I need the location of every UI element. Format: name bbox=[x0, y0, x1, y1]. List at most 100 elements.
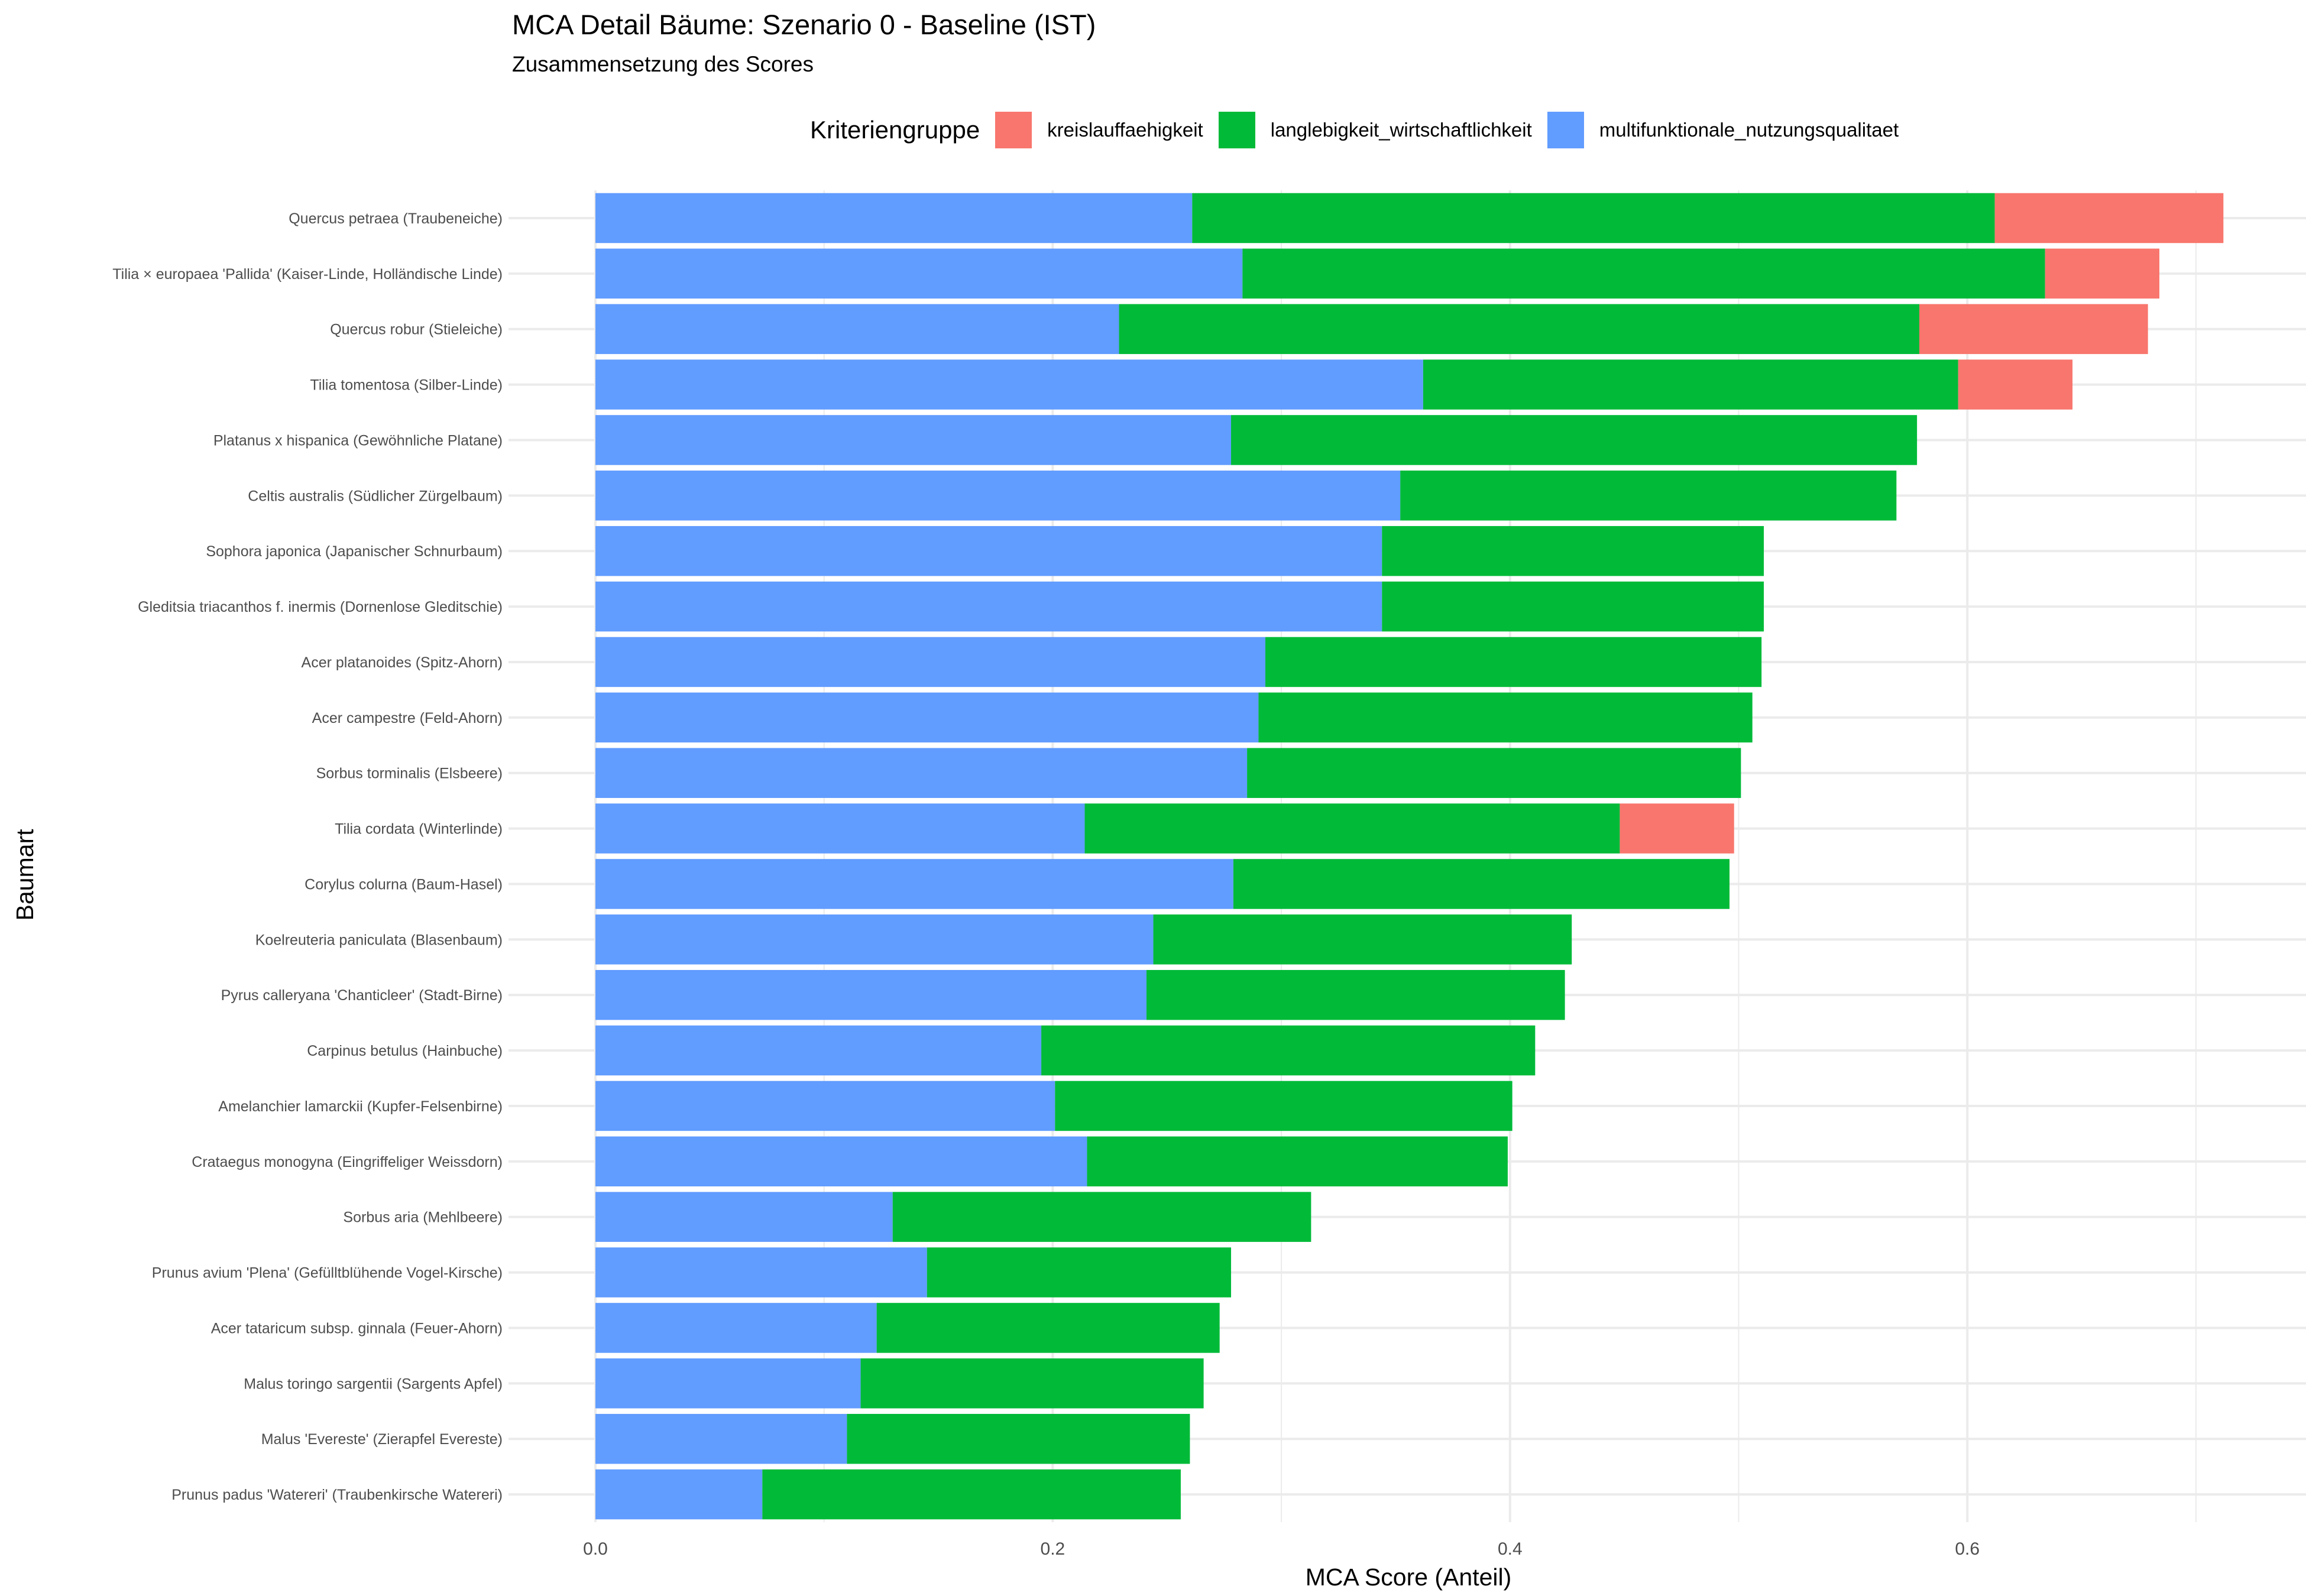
chart-subtitle: Zusammensetzung des Scores bbox=[512, 52, 814, 76]
bar-12-langlebigkeit_wirtschaftlichkeit bbox=[1233, 859, 1730, 909]
bar-20-langlebigkeit_wirtschaftlichkeit bbox=[876, 1303, 1220, 1353]
legend: Kriteriengruppe kreislauffaehigkeit lang… bbox=[810, 109, 1914, 151]
category-label-10: Sorbus torminalis (Elsbeere) bbox=[316, 765, 503, 782]
category-label-17: Crataegus monogyna (Eingriffeliger Weiss… bbox=[192, 1154, 503, 1170]
y-tick-labels: Quercus petraea (Traubeneiche) Tilia × eu… bbox=[112, 210, 503, 1503]
bar-13-multifunktionale_nutzungsqualitaet bbox=[595, 914, 1154, 965]
bar-17-langlebigkeit_wirtschaftlichkeit bbox=[1087, 1136, 1508, 1187]
category-label-21: Malus toringo sargentii (Sargents Apfel) bbox=[244, 1376, 503, 1392]
bar-15-multifunktionale_nutzungsqualitaet bbox=[595, 1025, 1042, 1076]
bar-23-multifunktionale_nutzungsqualitaet bbox=[595, 1469, 763, 1520]
category-label-8: Acer platanoides (Spitz-Ahorn) bbox=[302, 654, 503, 671]
category-label-1: Tilia × europaea 'Pallida' (Kaiser-Linde… bbox=[112, 266, 503, 283]
legend-item-kreislauffaehigkeit: kreislauffaehigkeit bbox=[995, 112, 1203, 148]
bar-19-multifunktionale_nutzungsqualitaet bbox=[595, 1247, 927, 1297]
bar-7-langlebigkeit_wirtschaftlichkeit bbox=[1382, 581, 1764, 632]
chart-title: MCA Detail Bäume: Szenario 0 - Baseline … bbox=[512, 9, 1096, 40]
legend-item-multifunktionale: multifunktionale_nutzungsqualitaet bbox=[1547, 112, 1899, 148]
category-label-5: Celtis australis (Südlicher Zürgelbaum) bbox=[248, 488, 503, 504]
bar-6-multifunktionale_nutzungsqualitaet bbox=[595, 525, 1382, 576]
category-label-7: Gleditsia triacanthos f. inermis (Dornen… bbox=[138, 599, 503, 615]
category-label-18: Sorbus aria (Mehlbeere) bbox=[343, 1209, 503, 1226]
category-label-9: Acer campestre (Feld-Ahorn) bbox=[312, 710, 503, 726]
bar-9-langlebigkeit_wirtschaftlichkeit bbox=[1258, 692, 1753, 743]
bar-14-multifunktionale_nutzungsqualitaet bbox=[595, 969, 1146, 1020]
x-tick-labels: 0.0 0.2 0.4 0.6 bbox=[583, 1539, 1980, 1559]
legend-title: Kriteriengruppe bbox=[810, 116, 980, 144]
legend-label-langlebigkeit: langlebigkeit_wirtschaftlichkeit bbox=[1270, 119, 1532, 141]
bar-10-multifunktionale_nutzungsqualitaet bbox=[595, 748, 1248, 798]
category-label-13: Koelreuteria paniculata (Blasenbaum) bbox=[255, 932, 503, 948]
category-label-16: Amelanchier lamarckii (Kupfer-Felsenbirn… bbox=[218, 1098, 503, 1115]
bar-1-langlebigkeit_wirtschaftlichkeit bbox=[1242, 248, 2045, 299]
legend-key-kreislauffaehigkeit bbox=[995, 112, 1032, 148]
bar-3-kreislauffaehigkeit bbox=[1958, 359, 2073, 410]
bar-15-langlebigkeit_wirtschaftlichkeit bbox=[1041, 1025, 1536, 1076]
bar-1-kreislauffaehigkeit bbox=[2045, 248, 2160, 299]
bar-2-kreislauffaehigkeit bbox=[1919, 304, 2148, 354]
category-label-2: Quercus robur (Stieleiche) bbox=[330, 322, 503, 338]
bar-16-langlebigkeit_wirtschaftlichkeit bbox=[1055, 1081, 1512, 1131]
bar-0-kreislauffaehigkeit bbox=[1994, 193, 2224, 244]
bar-10-langlebigkeit_wirtschaftlichkeit bbox=[1247, 748, 1741, 798]
bar-6-langlebigkeit_wirtschaftlichkeit bbox=[1382, 525, 1764, 576]
category-label-3: Tilia tomentosa (Silber-Linde) bbox=[310, 377, 503, 394]
bar-18-multifunktionale_nutzungsqualitaet bbox=[595, 1192, 893, 1242]
category-label-20: Acer tataricum subsp. ginnala (Feuer-Aho… bbox=[211, 1320, 503, 1337]
bar-12-multifunktionale_nutzungsqualitaet bbox=[595, 859, 1233, 909]
bar-5-langlebigkeit_wirtschaftlichkeit bbox=[1400, 471, 1897, 521]
bar-21-langlebigkeit_wirtschaftlichkeit bbox=[860, 1358, 1204, 1409]
x-axis-label: MCA Score (Anteil) bbox=[1306, 1563, 1512, 1591]
bar-4-multifunktionale_nutzungsqualitaet bbox=[595, 415, 1232, 465]
bar-1-multifunktionale_nutzungsqualitaet bbox=[595, 248, 1243, 299]
bar-22-langlebigkeit_wirtschaftlichkeit bbox=[847, 1413, 1190, 1464]
x-tick-label-3: 0.6 bbox=[1955, 1539, 1980, 1559]
category-label-4: Platanus x hispanica (Gewöhnliche Platan… bbox=[213, 432, 503, 449]
bar-2-langlebigkeit_wirtschaftlichkeit bbox=[1119, 304, 1919, 354]
bar-8-multifunktionale_nutzungsqualitaet bbox=[595, 637, 1266, 687]
bar-21-multifunktionale_nutzungsqualitaet bbox=[595, 1358, 861, 1409]
bar-11-multifunktionale_nutzungsqualitaet bbox=[595, 803, 1085, 854]
legend-key-multifunktionale bbox=[1547, 112, 1584, 148]
x-tick-label-1: 0.2 bbox=[1041, 1539, 1065, 1559]
category-label-19: Prunus avium 'Plena' (Gefülltblühende Vo… bbox=[152, 1265, 503, 1282]
bar-20-multifunktionale_nutzungsqualitaet bbox=[595, 1303, 877, 1353]
bar-5-multifunktionale_nutzungsqualitaet bbox=[595, 471, 1401, 521]
x-tick-label-2: 0.4 bbox=[1498, 1539, 1523, 1559]
category-label-14: Pyrus calleryana 'Chanticleer' (Stadt-Bi… bbox=[221, 987, 503, 1004]
bar-4-langlebigkeit_wirtschaftlichkeit bbox=[1231, 415, 1918, 465]
bar-11-langlebigkeit_wirtschaftlichkeit bbox=[1084, 803, 1620, 854]
category-label-15: Carpinus betulus (Hainbuche) bbox=[307, 1043, 503, 1059]
bar-11-kreislauffaehigkeit bbox=[1620, 803, 1734, 854]
category-label-12: Corylus colurna (Baum-Hasel) bbox=[305, 876, 503, 893]
bar-18-langlebigkeit_wirtschaftlichkeit bbox=[892, 1192, 1311, 1242]
category-label-6: Sophora japonica (Japanischer Schnurbaum… bbox=[206, 543, 503, 560]
bar-22-multifunktionale_nutzungsqualitaet bbox=[595, 1413, 847, 1464]
bar-0-langlebigkeit_wirtschaftlichkeit bbox=[1192, 193, 1995, 244]
legend-label-multifunktionale: multifunktionale_nutzungsqualitaet bbox=[1599, 119, 1899, 141]
bar-14-langlebigkeit_wirtschaftlichkeit bbox=[1146, 969, 1565, 1020]
bar-9-multifunktionale_nutzungsqualitaet bbox=[595, 692, 1259, 743]
category-label-0: Quercus petraea (Traubeneiche) bbox=[289, 210, 503, 227]
bar-8-langlebigkeit_wirtschaftlichkeit bbox=[1265, 637, 1762, 687]
bar-7-multifunktionale_nutzungsqualitaet bbox=[595, 581, 1382, 632]
x-tick-label-0: 0.0 bbox=[583, 1539, 608, 1559]
category-label-22: Malus 'Evereste' (Zierapfel Evereste) bbox=[261, 1431, 503, 1448]
bar-13-langlebigkeit_wirtschaftlichkeit bbox=[1153, 914, 1572, 965]
bars bbox=[595, 193, 2224, 1520]
bar-16-multifunktionale_nutzungsqualitaet bbox=[595, 1081, 1055, 1131]
category-label-23: Prunus padus 'Watereri' (Traubenkirsche … bbox=[171, 1487, 503, 1503]
legend-label-kreislauffaehigkeit: kreislauffaehigkeit bbox=[1047, 119, 1203, 141]
bar-3-multifunktionale_nutzungsqualitaet bbox=[595, 359, 1423, 410]
y-axis-label: Baumart bbox=[11, 829, 38, 921]
legend-item-langlebigkeit: langlebigkeit_wirtschaftlichkeit bbox=[1218, 112, 1532, 148]
bar-17-multifunktionale_nutzungsqualitaet bbox=[595, 1136, 1087, 1187]
category-label-11: Tilia cordata (Winterlinde) bbox=[335, 821, 503, 838]
bar-19-langlebigkeit_wirtschaftlichkeit bbox=[927, 1247, 1232, 1297]
bar-3-langlebigkeit_wirtschaftlichkeit bbox=[1423, 359, 1958, 410]
bar-0-multifunktionale_nutzungsqualitaet bbox=[595, 193, 1193, 244]
legend-key-langlebigkeit bbox=[1218, 112, 1255, 148]
bar-23-langlebigkeit_wirtschaftlichkeit bbox=[762, 1469, 1181, 1520]
bar-2-multifunktionale_nutzungsqualitaet bbox=[595, 304, 1119, 354]
